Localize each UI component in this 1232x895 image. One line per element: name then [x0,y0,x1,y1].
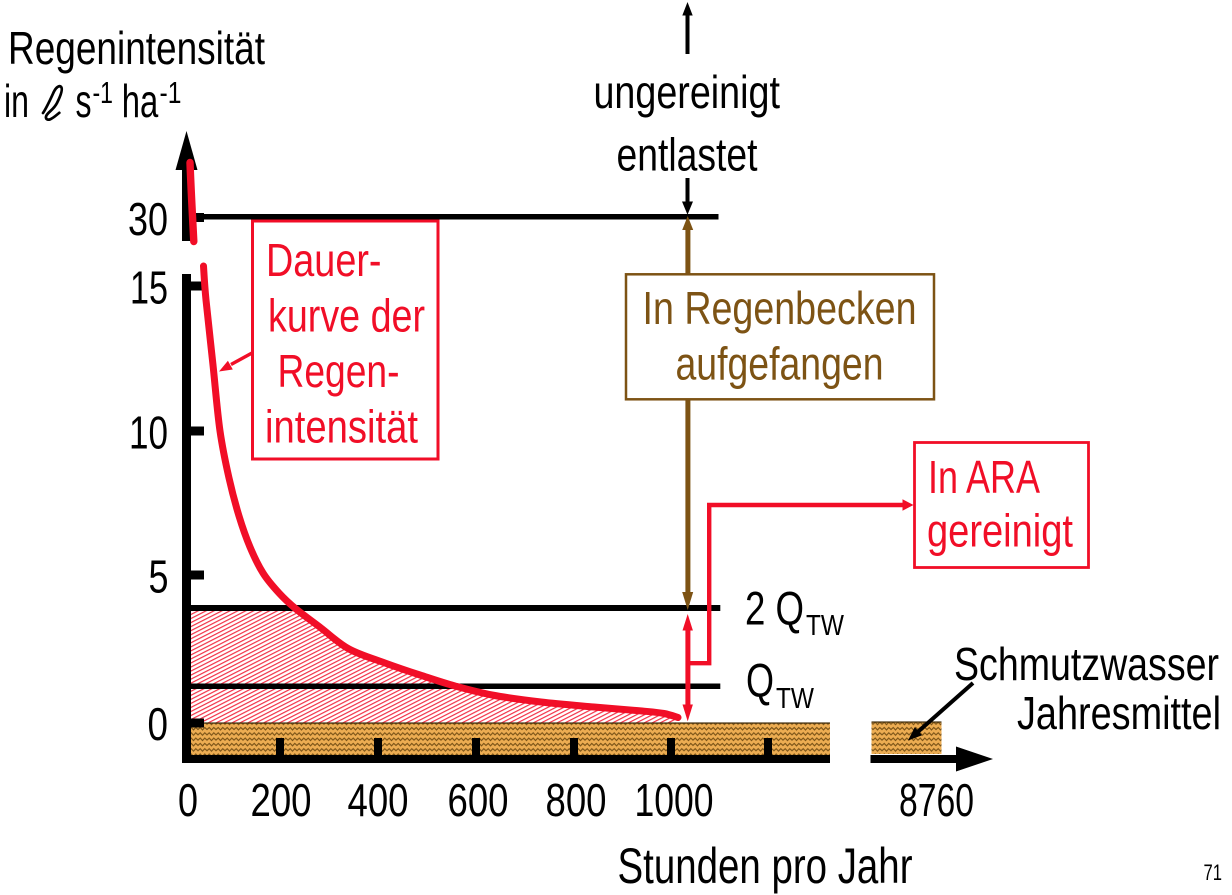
svg-text:Dauer-: Dauer- [266,234,382,286]
svg-text:in: in [4,75,29,127]
svg-text:-1: -1 [160,75,182,110]
svg-text:10: 10 [129,406,168,458]
svg-text:kurve der: kurve der [268,290,425,342]
svg-text:8760: 8760 [899,774,974,826]
svg-text:aufgefangen: aufgefangen [676,338,884,390]
svg-text:800: 800 [546,774,607,826]
svg-text:s: s [76,75,92,127]
svg-text:ha: ha [122,75,159,127]
svg-text:-1: -1 [93,75,114,110]
svg-text:200: 200 [251,774,312,826]
svg-text:gereinigt: gereinigt [927,505,1073,557]
svg-text:intensität: intensität [265,401,418,453]
svg-text:5: 5 [149,550,169,602]
svg-text:Schmutzwasser: Schmutzwasser [954,638,1219,690]
svg-text:Q: Q [746,654,774,707]
svg-text:In ARA: In ARA [928,451,1040,503]
svg-text:71: 71 [1204,860,1223,885]
svg-text:In Regenbecken: In Regenbecken [643,282,917,334]
svg-text:TW: TW [806,610,845,642]
svg-text:Jahresmittel: Jahresmittel [1017,687,1221,739]
svg-text:600: 600 [448,774,509,826]
svg-text:entlastet: entlastet [617,129,758,181]
svg-text:2 Q: 2 Q [745,582,804,635]
svg-text:0: 0 [178,774,198,826]
svg-text:Stunden pro Jahr: Stunden pro Jahr [618,838,913,894]
svg-text:15: 15 [130,261,168,313]
svg-text:30: 30 [128,193,168,245]
svg-text:1000: 1000 [635,774,714,826]
svg-text:0: 0 [148,698,169,750]
svg-text:400: 400 [348,774,409,826]
svg-text:TW: TW [776,683,815,715]
svg-text:ungereinigt: ungereinigt [593,66,780,118]
svg-text:Regen-: Regen- [278,345,400,397]
svg-text:Regenintensität: Regenintensität [8,22,265,74]
